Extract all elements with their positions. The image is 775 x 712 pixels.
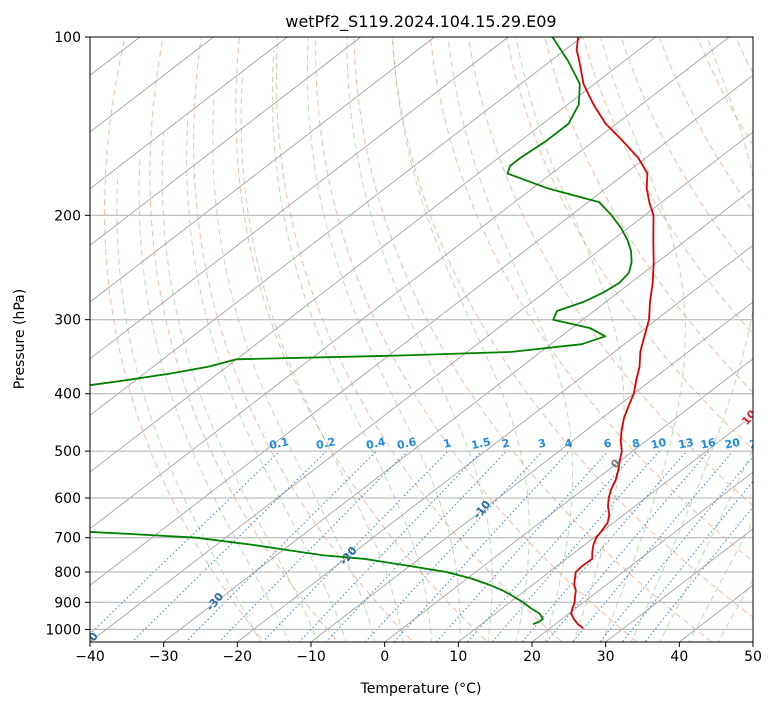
x-tick-label: −30 [149, 649, 179, 665]
x-tick-label: 40 [670, 649, 688, 665]
y-tick-label: 200 [54, 208, 81, 224]
x-tick-label: −20 [223, 649, 253, 665]
y-tick-label: 100 [54, 30, 81, 46]
y-tick-label: 600 [54, 491, 81, 507]
chart-title: wetPf2_S119.2024.104.15.29.E09 [285, 12, 556, 32]
x-tick-label: 10 [449, 649, 467, 665]
y-tick-label: 1000 [45, 622, 81, 638]
y-tick-label: 500 [54, 444, 81, 460]
y-tick-label: 700 [54, 531, 81, 547]
x-tick-label: 0 [380, 649, 389, 665]
y-axis-label: Pressure (hPa) [12, 289, 28, 389]
x-tick-label: 20 [523, 649, 541, 665]
x-tick-label: 50 [744, 649, 762, 665]
x-tick-label: −40 [75, 649, 105, 665]
x-tick-label: −10 [296, 649, 326, 665]
y-tick-label: 800 [54, 565, 81, 581]
y-tick-label: 300 [54, 313, 81, 329]
y-tick-label: 900 [54, 595, 81, 611]
y-tick-label: 400 [54, 387, 81, 403]
x-axis-label: Temperature (°C) [360, 681, 482, 697]
x-tick-label: 30 [597, 649, 615, 665]
